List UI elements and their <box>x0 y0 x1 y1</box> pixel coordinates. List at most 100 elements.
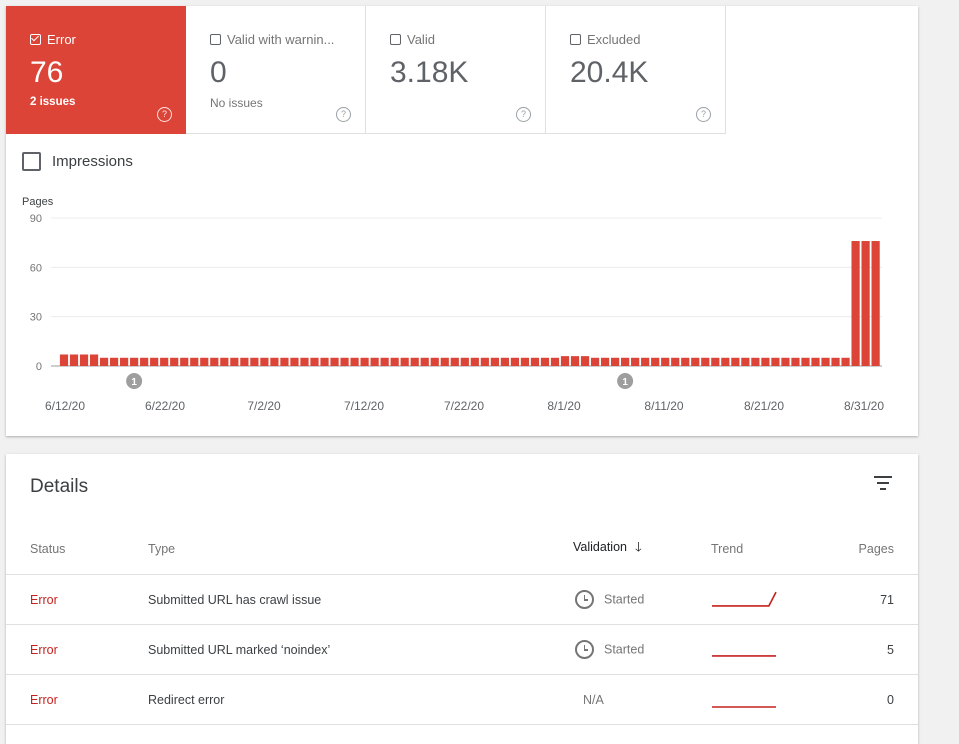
bar <box>120 357 129 366</box>
y-axis-label: Pages <box>22 196 54 208</box>
table-row[interactable]: Error Redirect error N/A 0 <box>6 674 918 725</box>
valid-tile[interactable]: Valid 3.18K ? <box>366 6 546 134</box>
bar <box>230 357 239 366</box>
bar <box>400 357 409 366</box>
trend-cell <box>711 574 811 625</box>
bar <box>631 357 640 366</box>
bar <box>240 357 249 366</box>
clock-icon <box>575 640 594 659</box>
bar <box>741 357 750 366</box>
validation-cell: N/A <box>573 674 711 725</box>
column-header-validation[interactable]: Validation 🡓 <box>573 524 711 575</box>
bar <box>69 354 79 366</box>
bar <box>520 357 530 366</box>
bar <box>671 357 680 366</box>
excluded-tile[interactable]: Excluded 20.4K ? <box>546 6 726 134</box>
bar <box>290 357 299 366</box>
help-icon[interactable]: ? <box>157 107 172 122</box>
x-tick-label: 8/31/20 <box>844 399 884 413</box>
bar <box>781 357 790 366</box>
bar <box>751 357 760 366</box>
x-tick-label: 8/21/20 <box>744 399 784 413</box>
bar <box>89 354 99 366</box>
bar <box>220 357 229 366</box>
bar <box>540 357 550 366</box>
annotation-label: 1 <box>622 377 628 388</box>
x-tick-label: 8/11/20 <box>644 399 683 413</box>
bar <box>110 357 119 366</box>
bar <box>641 357 650 366</box>
sort-arrow-down-icon: 🡓 <box>634 539 642 554</box>
type-cell: Submitted URL has crawl issue <box>148 574 573 625</box>
filter-icon[interactable] <box>872 474 894 492</box>
bar <box>651 357 660 366</box>
validation-header-label: Validation <box>573 540 627 554</box>
pages-cell: 71 <box>811 574 918 625</box>
x-tick-label: 7/22/20 <box>444 399 484 413</box>
table-row[interactable]: Error Submitted URL marked ‘noindex’ Sta… <box>6 624 918 675</box>
clock-icon <box>575 590 594 609</box>
bar <box>811 357 820 366</box>
impressions-label: Impressions <box>52 153 133 170</box>
pages-bar-chart: Pages 0 30 60 90 6/12/20 6/22/20 7/2/20 7/12/20 7… <box>22 196 884 413</box>
bar <box>360 357 369 366</box>
bar <box>460 357 469 366</box>
y-tick-label: 30 <box>30 312 42 324</box>
help-icon[interactable]: ? <box>516 107 531 122</box>
column-header-trend[interactable]: Trend <box>711 524 811 575</box>
status-cell: Error <box>6 574 148 625</box>
help-icon[interactable]: ? <box>696 107 711 122</box>
bar <box>691 357 700 366</box>
bar <box>210 357 219 366</box>
bar <box>611 357 620 366</box>
bar <box>260 357 269 366</box>
error-issues: 2 issues <box>30 96 76 108</box>
bar <box>330 357 339 366</box>
valid-warning-tile[interactable]: Valid with warnin... 0 No issues ? <box>186 6 366 134</box>
bar <box>250 357 259 366</box>
x-tick-label: 6/12/20 <box>45 399 85 413</box>
bar <box>861 241 870 366</box>
y-tick-label: 0 <box>36 361 42 373</box>
table-row[interactable]: Error Submitted URL has crawl issue Star… <box>6 574 918 625</box>
trend-cell <box>711 624 811 675</box>
valid-count: 3.18K <box>390 56 469 89</box>
bar <box>160 357 169 366</box>
bar <box>831 357 840 366</box>
bar <box>661 357 670 366</box>
details-card: Details Status Type Validation 🡓 Trend Pa… <box>6 454 918 744</box>
bar <box>560 356 570 366</box>
status-cell: Error <box>6 674 148 725</box>
bar <box>701 357 710 366</box>
bar <box>490 357 499 366</box>
impressions-checkbox[interactable] <box>22 152 41 171</box>
annotation-label: 1 <box>131 377 137 388</box>
excluded-checkbox[interactable] <box>570 34 581 45</box>
annotation-marker <box>617 373 634 389</box>
column-header-pages[interactable]: Pages <box>811 524 918 575</box>
bar <box>590 357 600 366</box>
help-icon[interactable]: ? <box>336 107 351 122</box>
error-checkbox[interactable] <box>30 34 41 45</box>
bar <box>170 357 179 366</box>
valid-warning-tile-label: Valid with warnin... <box>227 32 335 47</box>
validation-cell: Started <box>573 574 711 625</box>
valid-warning-checkbox[interactable] <box>210 34 221 45</box>
column-header-type[interactable]: Type <box>148 524 573 575</box>
bar <box>390 357 399 366</box>
bar <box>200 357 209 366</box>
y-tick-label: 90 <box>30 213 42 225</box>
error-tile[interactable]: Error 76 2 issues ? <box>6 6 186 134</box>
excluded-count: 20.4K <box>570 56 649 89</box>
column-header-status[interactable]: Status <box>6 524 148 575</box>
error-count: 76 <box>30 56 64 89</box>
bar <box>570 356 580 366</box>
trend-line <box>712 591 777 607</box>
bar <box>270 357 279 366</box>
valid-checkbox[interactable] <box>390 34 401 45</box>
bar <box>600 357 610 366</box>
error-tile-label: Error <box>47 32 76 47</box>
impressions-toggle[interactable]: Impressions <box>22 152 133 171</box>
bar <box>380 357 389 366</box>
bar <box>731 357 740 366</box>
